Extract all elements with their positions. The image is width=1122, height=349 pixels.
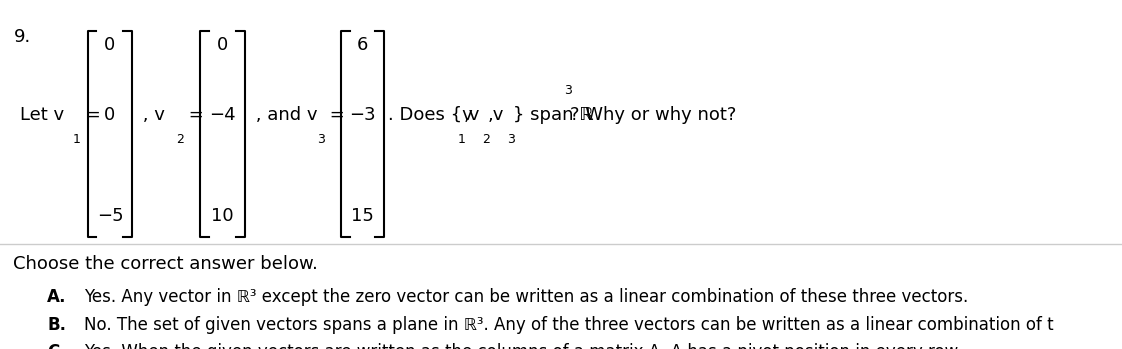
Text: 3: 3 [564,84,572,97]
Text: 1: 1 [73,133,81,146]
Text: , v: , v [137,106,165,124]
Text: −5: −5 [96,207,123,225]
Text: ,v: ,v [488,106,505,124]
Text: 9.: 9. [13,28,30,46]
Text: . Does {v: . Does {v [388,106,473,124]
Text: ? Why or why not?: ? Why or why not? [570,106,736,124]
Text: 0: 0 [104,36,116,54]
Text: Yes. When the given vectors are written as the columns of a matrix A, A has a pi: Yes. When the given vectors are written … [84,343,963,349]
Text: 0: 0 [217,36,228,54]
Text: 15: 15 [351,207,374,225]
Text: 3: 3 [318,133,325,146]
Text: 2: 2 [482,133,490,146]
Text: =: = [80,106,100,124]
Text: A.: A. [47,288,66,306]
Text: B.: B. [47,316,66,334]
Text: =: = [324,106,344,124]
Text: C.: C. [47,343,66,349]
Text: 1: 1 [458,133,466,146]
Text: 0: 0 [104,106,116,124]
Text: , and v: , and v [250,106,318,124]
Text: Let v: Let v [20,106,64,124]
Text: 10: 10 [211,207,233,225]
Text: Yes. Any vector in ℝ³ except the zero vector can be written as a linear combinat: Yes. Any vector in ℝ³ except the zero ve… [84,288,968,306]
Text: −3: −3 [349,106,376,124]
Text: =: = [183,106,203,124]
Text: 2: 2 [176,133,184,146]
Text: 3: 3 [507,133,515,146]
Text: } span ℝ: } span ℝ [513,106,594,124]
Text: 6: 6 [357,36,368,54]
Text: −4: −4 [209,106,236,124]
Text: ,v: ,v [463,106,480,124]
Text: Choose the correct answer below.: Choose the correct answer below. [13,255,319,273]
Text: No. The set of given vectors spans a plane in ℝ³. Any of the three vectors can b: No. The set of given vectors spans a pla… [84,316,1054,334]
